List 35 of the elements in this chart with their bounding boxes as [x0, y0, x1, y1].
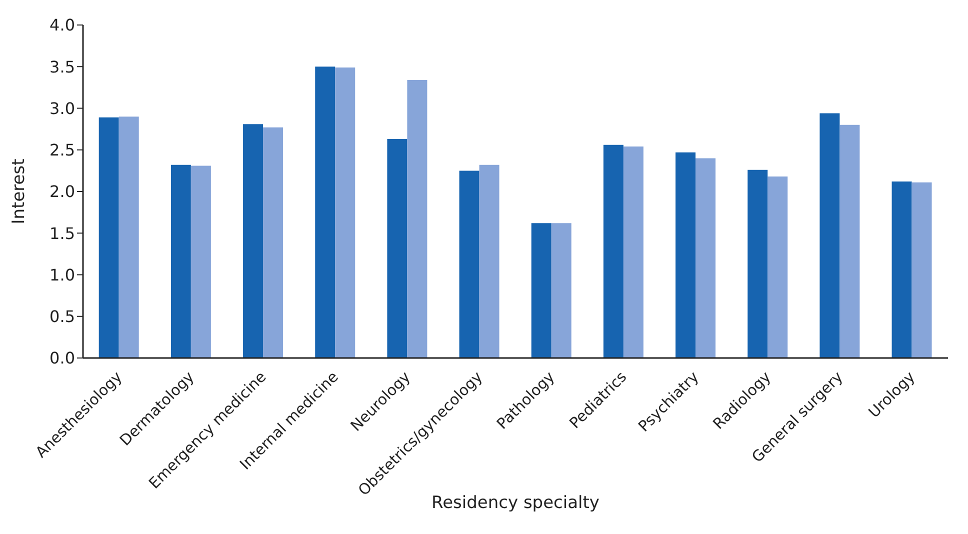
y-tick-label: 1.0 — [50, 265, 75, 284]
bar — [623, 146, 644, 358]
bar — [459, 170, 480, 358]
y-tick-label: 0.0 — [50, 348, 75, 368]
bar — [263, 127, 284, 358]
bar — [696, 158, 716, 358]
bar — [243, 124, 264, 358]
y-tick-label: 4.0 — [50, 16, 75, 35]
bar — [551, 223, 572, 358]
y-tick-label: 3.0 — [50, 98, 75, 118]
bar — [335, 67, 356, 358]
bar — [118, 116, 139, 358]
y-axis-title: Interest — [9, 158, 30, 224]
y-tick-label: 1.5 — [50, 224, 75, 243]
bar — [603, 144, 624, 358]
bar — [676, 152, 696, 358]
bar — [98, 117, 119, 358]
bar — [190, 166, 211, 358]
bar — [387, 139, 408, 358]
bar — [840, 124, 860, 358]
bar — [892, 182, 912, 358]
y-tick-label: 3.5 — [50, 57, 75, 76]
bar — [820, 113, 840, 358]
bar — [170, 164, 191, 358]
bar — [407, 80, 428, 358]
bar — [912, 182, 932, 358]
bar — [315, 66, 336, 358]
bar — [531, 223, 552, 358]
x-axis-title: Residency specialty — [432, 493, 600, 513]
bar — [748, 170, 768, 358]
bar — [768, 176, 788, 358]
y-tick-label: 0.5 — [50, 307, 75, 326]
y-tick-label: 2.5 — [50, 140, 75, 160]
bar — [479, 164, 500, 358]
y-tick-label: 2.0 — [50, 182, 75, 202]
